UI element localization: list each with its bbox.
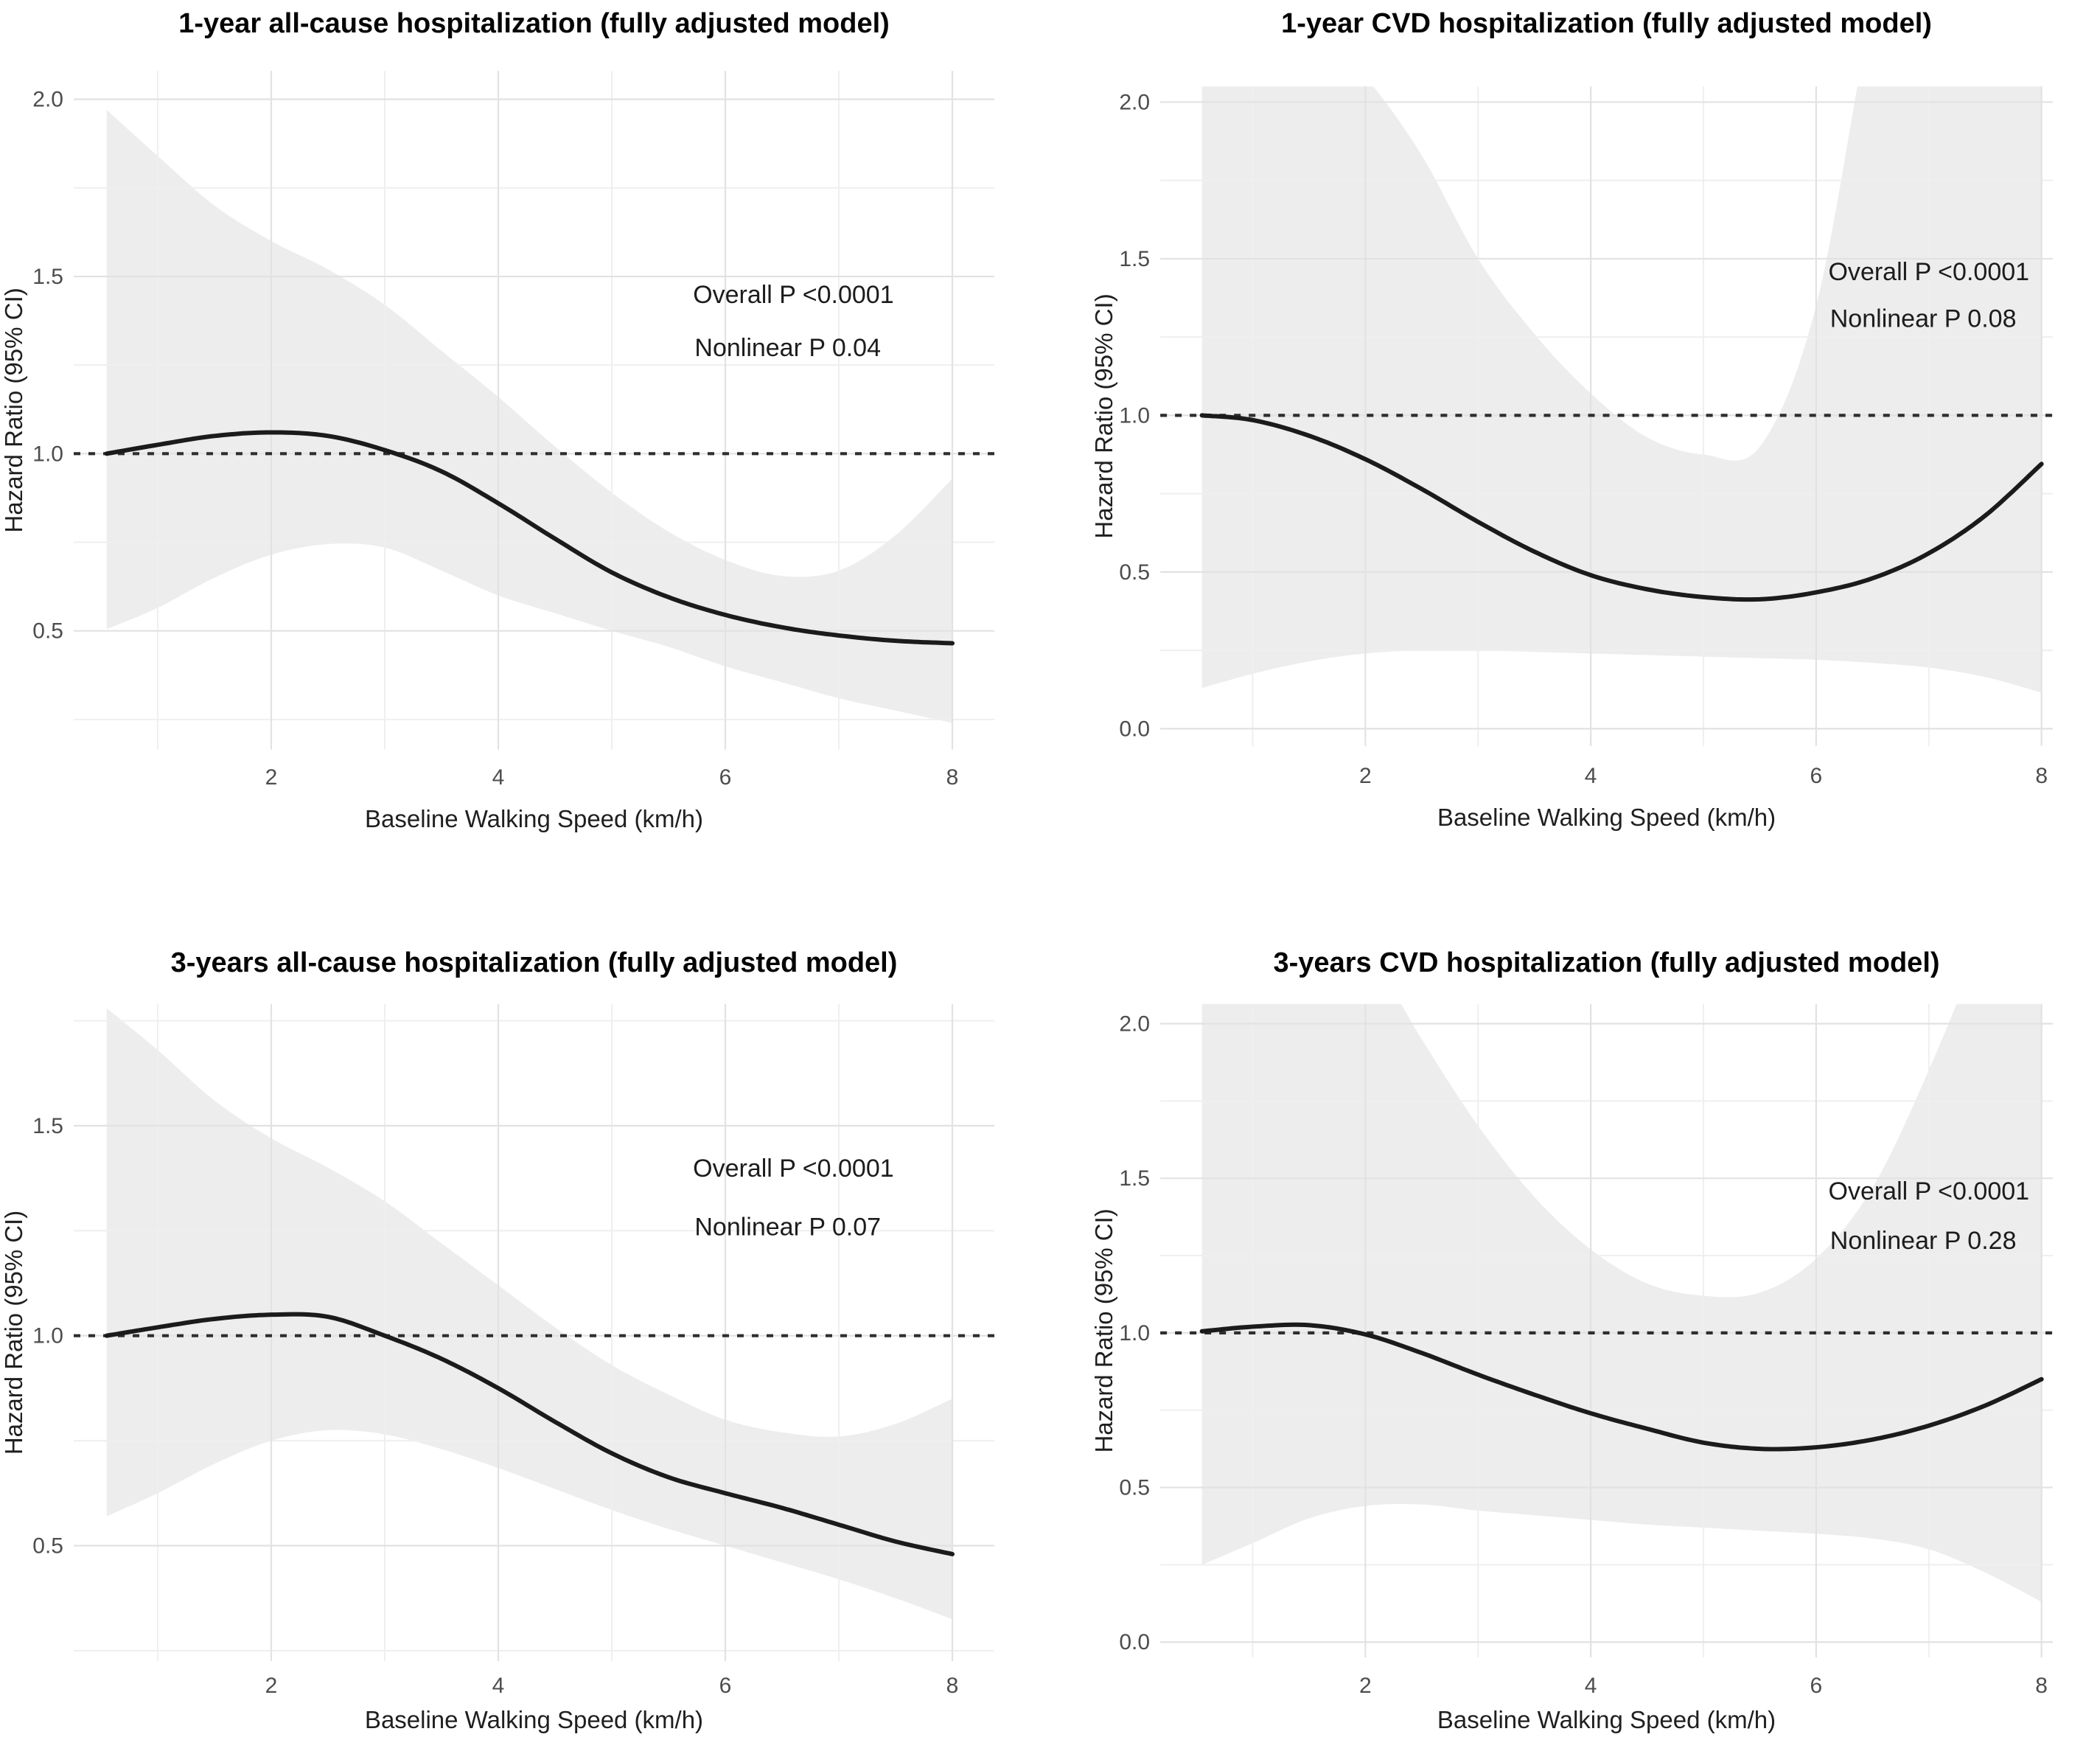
y-tick-label: 0.5 xyxy=(1119,560,1150,585)
hazard-ratio-curve xyxy=(104,1312,955,1556)
x-tick-label: 4 xyxy=(1585,1674,1597,1698)
y-tick-label: 1.0 xyxy=(1119,1321,1150,1346)
hazard-ratio-curve xyxy=(104,430,955,646)
nonlinear-p-annotation: Nonlinear P 0.04 xyxy=(694,334,881,362)
confidence-interval-band xyxy=(106,110,953,723)
overall-p-annotation: Overall P <0.0001 xyxy=(1828,258,2029,286)
y-tick-label: 2.0 xyxy=(1119,90,1150,114)
y-tick-label: 0.0 xyxy=(1119,717,1150,741)
x-axis-label: Baseline Walking Speed (km/h) xyxy=(365,805,703,832)
x-tick-label: 2 xyxy=(1359,764,1372,788)
overall-p-annotation: Overall P <0.0001 xyxy=(693,281,893,309)
y-tick-label: 1.0 xyxy=(32,442,63,466)
y-tick-label: 0.5 xyxy=(32,1534,63,1559)
gridlines-minor xyxy=(74,1003,994,1662)
y-tick-label: 1.5 xyxy=(32,1114,63,1138)
x-tick-label: 8 xyxy=(946,1674,959,1698)
y-tick-label: 0.5 xyxy=(32,619,63,644)
confidence-interval-band xyxy=(1201,86,2042,693)
y-axis-label: Hazard Ratio (95% CI) xyxy=(1090,293,1117,538)
y-axis-label: Hazard Ratio (95% CI) xyxy=(1090,1208,1117,1452)
nonlinear-p-annotation: Nonlinear P 0.07 xyxy=(694,1214,881,1242)
y-tick-label: 0.5 xyxy=(1119,1476,1150,1500)
y-tick-label: 1.0 xyxy=(1119,403,1150,428)
x-tick-label: 6 xyxy=(1810,764,1823,788)
gridlines-minor xyxy=(1160,1003,2053,1658)
chart-3yr-cvd: 3-years CVD hospitalization (fully adjus… xyxy=(1050,870,2100,1737)
hazard-ratio-curve xyxy=(1199,1322,2044,1452)
gridlines-minor xyxy=(74,71,994,750)
y-tick-label: 1.5 xyxy=(1119,1166,1150,1191)
x-tick-label: 6 xyxy=(1810,1674,1823,1698)
nonlinear-p-annotation: Nonlinear P 0.28 xyxy=(1830,1227,2017,1255)
y-tick-label: 1.5 xyxy=(1119,247,1150,271)
panel-title: 3-years CVD hospitalization (fully adjus… xyxy=(1274,947,1940,978)
panel-1yr-cvd-hospitalization: 1-year CVD hospitalization (fully adjust… xyxy=(1050,0,2100,870)
x-tick-label: 6 xyxy=(719,765,732,790)
y-axis-label: Hazard Ratio (95% CI) xyxy=(0,288,27,532)
y-tick-label: 2.0 xyxy=(1119,1012,1150,1037)
panel-title: 1-year CVD hospitalization (fully adjust… xyxy=(1281,8,1932,39)
x-tick-label: 6 xyxy=(719,1674,732,1698)
panel-1yr-all-cause-hospitalization: 1-year all-cause hospitalization (fully … xyxy=(0,0,1050,870)
x-tick-label: 2 xyxy=(1359,1674,1372,1698)
x-tick-label: 8 xyxy=(946,765,959,790)
x-tick-label: 2 xyxy=(265,1674,278,1698)
y-tick-label: 1.5 xyxy=(32,265,63,289)
chart-3yr-all-cause: 3-years all-cause hospitalization (fully… xyxy=(0,870,1050,1737)
x-tick-label: 4 xyxy=(1585,764,1597,788)
confidence-interval-band xyxy=(1201,1003,2042,1602)
panel-title: 1-year all-cause hospitalization (fully … xyxy=(178,8,890,39)
y-axis-label: Hazard Ratio (95% CI) xyxy=(0,1211,27,1455)
x-axis-label: Baseline Walking Speed (km/h) xyxy=(365,1706,703,1733)
chart-1yr-cvd: 1-year CVD hospitalization (fully adjust… xyxy=(1050,0,2100,870)
x-axis-label: Baseline Walking Speed (km/h) xyxy=(1437,1706,1776,1733)
confidence-interval-band xyxy=(106,1008,953,1620)
panel-3yr-all-cause-hospitalization: 3-years all-cause hospitalization (fully… xyxy=(0,870,1050,1737)
y-tick-label: 1.0 xyxy=(32,1324,63,1348)
x-tick-label: 4 xyxy=(492,1674,505,1698)
x-axis-label: Baseline Walking Speed (km/h) xyxy=(1437,804,1776,831)
panel-title: 3-years all-cause hospitalization (fully… xyxy=(171,947,898,978)
x-tick-label: 2 xyxy=(265,765,278,790)
overall-p-annotation: Overall P <0.0001 xyxy=(693,1155,893,1183)
overall-p-annotation: Overall P <0.0001 xyxy=(1828,1177,2029,1205)
x-tick-label: 4 xyxy=(492,765,505,790)
y-tick-label: 2.0 xyxy=(32,88,63,112)
panel-3yr-cvd-hospitalization: 3-years CVD hospitalization (fully adjus… xyxy=(1050,870,2100,1737)
chart-1yr-all-cause: 1-year all-cause hospitalization (fully … xyxy=(0,0,1050,870)
x-tick-label: 8 xyxy=(2035,1674,2048,1698)
hazard-ratio-curve xyxy=(1199,413,2044,602)
nonlinear-p-annotation: Nonlinear P 0.08 xyxy=(1830,305,2017,333)
y-tick-label: 0.0 xyxy=(1119,1630,1150,1654)
x-tick-label: 8 xyxy=(2035,764,2048,788)
